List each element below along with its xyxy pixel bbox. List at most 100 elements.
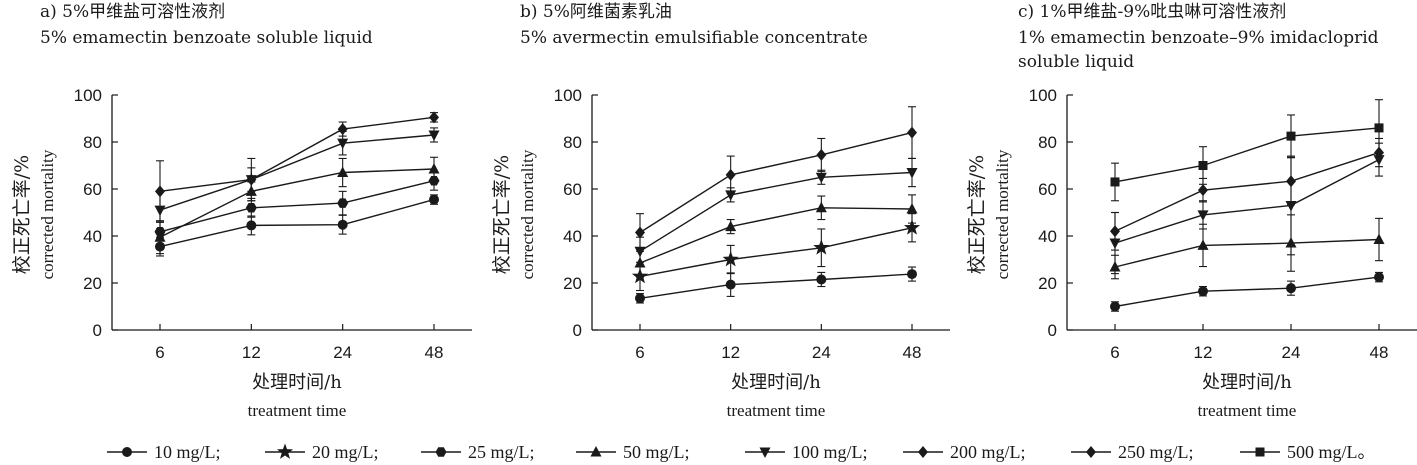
legend-item: 20 mg/L; (265, 442, 379, 462)
chart-panel-c: c) 1%甲维盐-9%吡虫啉可溶性液剂 1% emamectin benzoate… (966, 2, 1417, 420)
data-point (337, 219, 348, 230)
series-250-mg-l (155, 111, 439, 223)
data-point (815, 201, 827, 213)
data-point (1197, 210, 1209, 221)
series-10-mg-l (155, 194, 439, 257)
data-point (813, 239, 830, 255)
series-500-mg-l (1110, 99, 1384, 202)
series-line (159, 198, 435, 248)
legend-label: 250 mg/L; (1118, 442, 1194, 462)
y-tick-label: 60 (1038, 180, 1057, 199)
y-axis-label-en: corrected mortality (38, 149, 57, 279)
data-point (1110, 301, 1120, 312)
data-point (429, 194, 439, 205)
series-line (159, 134, 435, 211)
x-tick-label: 12 (1194, 343, 1213, 362)
x-axis-label-en: treatment time (248, 401, 347, 420)
legend-marker (918, 446, 928, 458)
data-point (722, 251, 739, 267)
data-point (245, 203, 257, 213)
data-point (725, 190, 737, 201)
data-point (903, 219, 921, 235)
y-tick-label: 100 (1029, 86, 1057, 105)
legend-label: 25 mg/L; (468, 442, 535, 462)
x-axis-label: 处理时间/h (1202, 372, 1292, 393)
chart-subtitle: 5% avermectin emulsifiable concentrate (520, 28, 868, 48)
series-line (639, 227, 913, 278)
series-line (1114, 158, 1380, 244)
chart-panel-b: b) 5%阿维菌素乳油 5% avermectin emulsifiable co… (491, 2, 950, 420)
series-line (639, 207, 913, 264)
chart-subtitle: 5% emamectin benzoate soluble liquid (40, 28, 373, 48)
data-point (428, 130, 440, 141)
series-line (159, 116, 435, 192)
series-line (159, 180, 435, 233)
data-point (725, 220, 737, 232)
y-tick-label: 20 (563, 274, 582, 293)
data-point (154, 231, 166, 242)
series-10-mg-l (635, 266, 917, 304)
data-point (337, 166, 349, 178)
series-200-mg-l (635, 106, 917, 252)
x-axis-label-en: treatment time (727, 401, 826, 420)
data-point (1198, 286, 1208, 297)
data-point (907, 126, 917, 139)
y-tick-label: 60 (83, 180, 102, 199)
series-100-mg-l (1109, 142, 1385, 275)
legend-marker (1086, 446, 1096, 458)
data-point (1286, 131, 1296, 141)
y-axis-label: 校正死亡率/% (966, 155, 988, 274)
data-point (1198, 184, 1208, 197)
data-point (906, 202, 918, 214)
x-tick-label: 12 (721, 343, 740, 362)
legend-marker (276, 443, 294, 459)
legend-marker (122, 447, 132, 457)
data-point (1286, 283, 1296, 294)
legend-item: 500 mg/L。 (1240, 442, 1376, 462)
data-point (907, 269, 917, 280)
x-tick-label: 6 (635, 343, 644, 362)
series-100-mg-l (154, 127, 440, 230)
series-20-mg-l (631, 213, 921, 292)
data-point (725, 168, 736, 181)
y-tick-label: 20 (1038, 274, 1057, 293)
data-point (634, 246, 646, 258)
legend-item: 250 mg/L; (1071, 442, 1194, 462)
y-tick-label: 40 (83, 227, 102, 246)
x-axis-label: 处理时间/h (252, 372, 342, 393)
y-tick-label: 100 (554, 86, 582, 105)
legend-label: 100 mg/L; (792, 442, 868, 462)
y-axis-label: 校正死亡率/% (11, 155, 33, 274)
series-200-mg-l (1110, 137, 1384, 251)
legend-item: 200 mg/L; (903, 442, 1026, 462)
data-point (725, 279, 736, 290)
data-point (337, 198, 349, 208)
legend-label: 200 mg/L; (950, 442, 1026, 462)
y-tick-label: 80 (83, 133, 102, 152)
series-line (639, 273, 913, 299)
chart-subtitle-line2: soluble liquid (1018, 52, 1134, 72)
legend-item: 50 mg/L; (576, 442, 690, 462)
legend-label: 500 mg/L。 (1287, 442, 1376, 462)
y-tick-label: 0 (93, 321, 102, 340)
x-tick-label: 12 (242, 343, 261, 362)
data-point (635, 293, 645, 304)
data-point (337, 123, 348, 136)
series-10-mg-l (1110, 271, 1384, 312)
data-point (1374, 272, 1384, 283)
data-point (429, 111, 439, 124)
x-tick-label: 48 (425, 343, 444, 362)
x-tick-label: 6 (155, 343, 164, 362)
chart-title: a) 5%甲维盐可溶性液剂 (40, 2, 225, 22)
data-point (816, 148, 827, 161)
x-axis-label-en: treatment time (1198, 401, 1297, 420)
legend-item: 10 mg/L; (107, 442, 221, 462)
data-point (246, 220, 257, 231)
data-point (816, 274, 827, 285)
series-line (159, 168, 435, 238)
data-point (635, 226, 645, 239)
x-tick-label: 48 (903, 343, 922, 362)
series-line (1114, 276, 1380, 308)
data-point (815, 172, 827, 184)
